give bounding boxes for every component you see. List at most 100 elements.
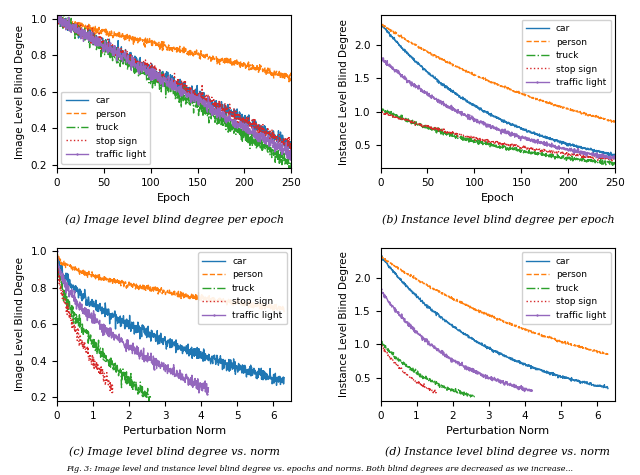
person (189, 53, 197, 59)
Line: traffic light: traffic light (56, 250, 210, 395)
X-axis label: Perturbation Norm: Perturbation Norm (446, 426, 549, 436)
car (579, 145, 587, 151)
truck (53, 17, 61, 22)
stop sign (69, 321, 77, 327)
stop sign (53, 18, 61, 24)
truck (119, 366, 127, 372)
stop sign (392, 114, 399, 120)
person (579, 111, 586, 116)
Line: person: person (57, 254, 284, 312)
traffic light (605, 156, 613, 162)
car (611, 152, 619, 157)
Line: person: person (57, 18, 291, 82)
traffic light (255, 131, 263, 136)
person (377, 253, 385, 259)
car (179, 348, 187, 354)
person (255, 64, 263, 70)
truck (147, 397, 154, 402)
traffic light (377, 286, 385, 292)
person (180, 290, 188, 296)
truck (130, 380, 138, 386)
car (189, 90, 197, 96)
car (54, 12, 61, 18)
stop sign (383, 350, 390, 356)
car (102, 312, 110, 317)
car (255, 124, 263, 130)
traffic light (287, 151, 295, 156)
person (54, 251, 61, 257)
truck (196, 106, 204, 112)
truck (460, 391, 467, 397)
traffic light (381, 294, 389, 300)
person (503, 321, 511, 326)
traffic light (428, 343, 436, 349)
car (231, 116, 239, 122)
Line: stop sign: stop sign (381, 345, 436, 393)
person (68, 22, 76, 28)
car (245, 372, 253, 378)
car (184, 346, 191, 352)
Line: truck: truck (57, 250, 150, 401)
stop sign (377, 342, 385, 348)
car (508, 356, 516, 361)
car (527, 130, 534, 135)
truck (444, 386, 452, 392)
person (519, 91, 527, 97)
stop sign (53, 248, 61, 254)
truck (378, 338, 385, 344)
stop sign (579, 152, 587, 158)
Y-axis label: Image Level Blind Degree: Image Level Blind Degree (15, 25, 25, 159)
person (53, 253, 61, 258)
traffic light (520, 135, 527, 141)
stop sign (513, 143, 521, 149)
stop sign (59, 288, 67, 294)
Legend: car, person, truck, stop sign, traffic light: car, person, truck, stop sign, traffic l… (522, 19, 611, 92)
person (203, 54, 211, 59)
car (287, 142, 295, 148)
person (60, 258, 68, 264)
car (555, 138, 563, 144)
stop sign (54, 11, 62, 17)
car (203, 96, 211, 102)
traffic light (203, 391, 211, 397)
car (524, 362, 531, 368)
truck (513, 148, 521, 153)
Legend: car, person, truck, stop sign, traffic light: car, person, truck, stop sign, traffic l… (61, 92, 150, 164)
truck (287, 161, 295, 166)
traffic light (513, 133, 521, 138)
truck (377, 339, 385, 345)
traffic light (231, 125, 239, 131)
truck (285, 167, 292, 172)
person (231, 58, 239, 64)
X-axis label: Perturbation Norm: Perturbation Norm (122, 426, 226, 436)
traffic light (53, 15, 61, 21)
X-axis label: Epoch: Epoch (481, 193, 515, 203)
Line: car: car (57, 252, 284, 385)
traffic light (377, 55, 385, 60)
Line: traffic light: traffic light (379, 288, 534, 393)
Y-axis label: Instance Level Blind Degree: Instance Level Blind Degree (339, 19, 349, 164)
traffic light (196, 91, 204, 97)
traffic light (527, 137, 534, 142)
stop sign (189, 91, 197, 96)
truck (53, 247, 61, 253)
truck (527, 149, 534, 154)
stop sign (378, 108, 386, 114)
person (280, 309, 288, 315)
car (377, 21, 385, 27)
traffic light (205, 385, 212, 391)
traffic light (579, 150, 587, 156)
stop sign (433, 389, 440, 394)
stop sign (432, 390, 440, 396)
Line: stop sign: stop sign (381, 111, 615, 161)
truck (203, 111, 211, 116)
car (199, 358, 207, 364)
car (611, 153, 619, 159)
traffic light (104, 328, 112, 334)
traffic light (611, 153, 619, 159)
truck (102, 354, 109, 360)
traffic light (189, 98, 197, 104)
traffic light (287, 157, 294, 163)
person (426, 284, 434, 289)
traffic light (555, 143, 563, 149)
